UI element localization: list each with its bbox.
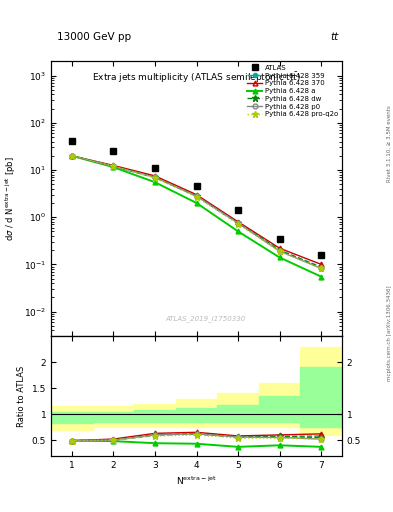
Y-axis label: Ratio to ATLAS: Ratio to ATLAS: [17, 366, 26, 426]
Pythia 6.428 359: [111, 163, 116, 169]
Text: Rivet 3.1.10, ≥ 3.5M events: Rivet 3.1.10, ≥ 3.5M events: [387, 105, 392, 182]
Pythia 6.428 pro-q2o: [111, 163, 116, 169]
Pythia 6.428 p0: [70, 153, 74, 159]
Pythia 6.428 a: [236, 228, 241, 234]
Pythia 6.428 pro-q2o: [194, 194, 199, 200]
Pythia 6.428 pro-q2o: [236, 221, 241, 227]
ATLAS: [277, 236, 282, 242]
Pythia 6.428 p0: [236, 220, 241, 226]
Pythia 6.428 a: [194, 200, 199, 206]
Legend: ATLAS, Pythia 6.428 359, Pythia 6.428 370, Pythia 6.428 a, Pythia 6.428 dw, Pyth: ATLAS, Pythia 6.428 359, Pythia 6.428 37…: [245, 63, 340, 119]
Pythia 6.428 370: [70, 153, 74, 159]
Pythia 6.428 dw: [319, 265, 323, 271]
Pythia 6.428 a: [111, 164, 116, 170]
Pythia 6.428 359: [277, 247, 282, 253]
Pythia 6.428 359: [194, 193, 199, 199]
ATLAS: [236, 207, 241, 214]
Pythia 6.428 pro-q2o: [70, 153, 74, 159]
Pythia 6.428 370: [319, 261, 323, 267]
Pythia 6.428 dw: [111, 163, 116, 169]
Pythia 6.428 dw: [194, 193, 199, 199]
ATLAS: [194, 183, 199, 189]
Pythia 6.428 pro-q2o: [277, 248, 282, 254]
Pythia 6.428 p0: [111, 163, 116, 169]
Pythia 6.428 370: [152, 173, 157, 179]
Pythia 6.428 p0: [277, 248, 282, 254]
Pythia 6.428 359: [236, 220, 241, 226]
Line: Pythia 6.428 a: Pythia 6.428 a: [70, 154, 323, 279]
ATLAS: [319, 252, 323, 258]
Text: tt: tt: [331, 32, 339, 42]
Pythia 6.428 370: [236, 219, 241, 225]
Line: Pythia 6.428 p0: Pythia 6.428 p0: [70, 154, 323, 271]
X-axis label: N$^{\mathregular{extra-jet}}$: N$^{\mathregular{extra-jet}}$: [176, 475, 217, 487]
ATLAS: [70, 138, 74, 144]
Pythia 6.428 dw: [277, 247, 282, 253]
Pythia 6.428 370: [194, 191, 199, 198]
Pythia 6.428 359: [319, 264, 323, 270]
Y-axis label: d$\sigma$ / d N$^{\mathregular{extra-jet}}$ [pb]: d$\sigma$ / d N$^{\mathregular{extra-jet…: [4, 157, 18, 241]
Pythia 6.428 359: [152, 174, 157, 180]
Pythia 6.428 pro-q2o: [152, 175, 157, 181]
Pythia 6.428 370: [111, 162, 116, 168]
Pythia 6.428 a: [277, 254, 282, 261]
Pythia 6.428 a: [319, 273, 323, 280]
Pythia 6.428 370: [277, 245, 282, 251]
Text: 13000 GeV pp: 13000 GeV pp: [57, 32, 131, 42]
Line: Pythia 6.428 359: Pythia 6.428 359: [70, 154, 323, 269]
Pythia 6.428 pro-q2o: [319, 265, 323, 271]
Text: mcplots.cern.ch [arXiv:1306.3436]: mcplots.cern.ch [arXiv:1306.3436]: [387, 285, 392, 380]
Pythia 6.428 p0: [319, 265, 323, 271]
ATLAS: [152, 165, 157, 171]
Line: Pythia 6.428 pro-q2o: Pythia 6.428 pro-q2o: [69, 153, 324, 271]
Pythia 6.428 p0: [152, 174, 157, 180]
Text: ATLAS_2019_I1750330: ATLAS_2019_I1750330: [165, 316, 245, 323]
Pythia 6.428 dw: [236, 220, 241, 226]
Pythia 6.428 p0: [194, 193, 199, 199]
Pythia 6.428 359: [70, 153, 74, 159]
Pythia 6.428 a: [70, 153, 74, 159]
Pythia 6.428 dw: [152, 174, 157, 180]
ATLAS: [111, 148, 116, 154]
Pythia 6.428 dw: [70, 153, 74, 159]
Pythia 6.428 a: [152, 179, 157, 185]
Line: Pythia 6.428 370: Pythia 6.428 370: [70, 154, 323, 267]
Line: Pythia 6.428 dw: Pythia 6.428 dw: [69, 153, 324, 271]
Line: ATLAS: ATLAS: [69, 138, 324, 258]
Text: Extra jets multiplicity (ATLAS semileptonic tt$\mathregular{\bar{t}}$): Extra jets multiplicity (ATLAS semilepto…: [92, 70, 301, 84]
